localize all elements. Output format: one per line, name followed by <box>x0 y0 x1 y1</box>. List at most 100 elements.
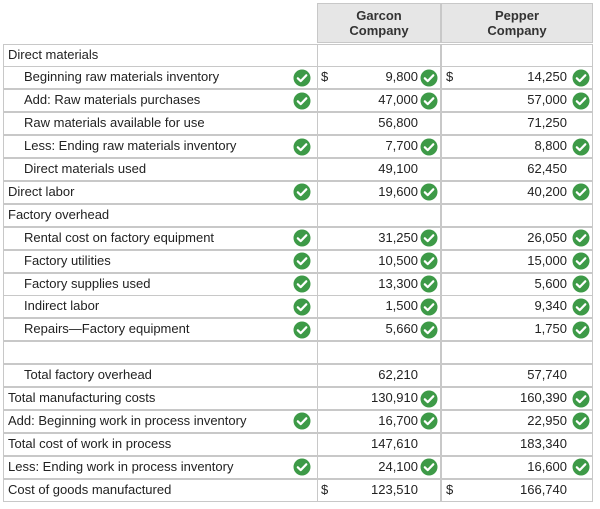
check-icon <box>420 412 438 430</box>
row-label: Add: Raw materials purchases <box>24 92 201 108</box>
amount: 123,510 <box>371 481 418 497</box>
check-icon <box>293 298 311 316</box>
amount-cell <box>317 272 441 296</box>
row-label: Indirect labor <box>24 298 100 314</box>
amount: 56,800 <box>378 115 418 131</box>
amount-cell <box>441 478 593 502</box>
amount: 7,700 <box>385 138 418 154</box>
check-icon <box>572 298 590 316</box>
amount: 8,800 <box>534 138 567 154</box>
check-icon <box>420 275 438 293</box>
amount-cell <box>441 203 593 227</box>
check-icon <box>572 92 590 110</box>
check-icon <box>572 138 590 156</box>
check-icon <box>293 458 311 476</box>
amount-cell <box>441 409 593 433</box>
amount-cell <box>317 203 441 227</box>
check-icon <box>420 298 438 316</box>
amount-cell <box>441 387 593 410</box>
row-label: Cost of goods manufactured <box>8 481 172 497</box>
row-label: Add: Beginning work in process inventory <box>8 412 247 428</box>
amount-cell <box>317 455 441 479</box>
amount: 26,050 <box>527 229 567 245</box>
amount-cell <box>441 364 593 388</box>
check-icon <box>293 252 311 270</box>
amount: 1,500 <box>385 298 418 314</box>
check-icon <box>420 92 438 110</box>
row-label: Total factory overhead <box>24 367 152 383</box>
currency-sign: $ <box>446 69 454 85</box>
amount: 166,740 <box>520 481 567 497</box>
check-icon <box>293 412 311 430</box>
row-label: Direct materials used <box>24 161 147 176</box>
check-icon <box>572 458 590 476</box>
amount-cell <box>441 43 593 67</box>
amount-cell <box>317 432 441 456</box>
amount-cell <box>441 226 593 250</box>
amount: 5,660 <box>385 321 418 337</box>
amount-cell <box>317 135 441 159</box>
amount: 160,390 <box>520 390 567 405</box>
check-icon <box>572 390 590 408</box>
check-icon <box>420 458 438 476</box>
check-icon <box>293 275 311 293</box>
amount: 16,600 <box>527 458 567 474</box>
check-icon <box>572 412 590 430</box>
amount: 40,200 <box>527 183 567 199</box>
check-icon <box>420 183 438 201</box>
amount-cell <box>441 272 593 296</box>
amount: 10,500 <box>378 252 418 268</box>
amount: 130,910 <box>371 390 418 405</box>
check-icon <box>293 92 311 110</box>
amount: 147,610 <box>371 435 418 451</box>
amount: 19,600 <box>378 183 418 199</box>
amount-cell <box>317 318 441 342</box>
amount: 9,340 <box>534 298 567 314</box>
blank-cell <box>317 341 441 365</box>
check-icon <box>572 183 590 201</box>
check-icon <box>572 229 590 247</box>
amount-cell <box>441 249 593 273</box>
check-icon <box>420 138 438 156</box>
row-label: Total cost of work in process <box>8 435 172 451</box>
blank-cell <box>441 341 593 365</box>
amount: 14,250 <box>527 69 567 85</box>
check-icon <box>293 229 311 247</box>
amount-cell <box>317 409 441 433</box>
amount: 57,000 <box>527 92 567 108</box>
check-icon <box>293 138 311 156</box>
amount: 71,250 <box>527 115 567 131</box>
row-label: Factory overhead <box>8 206 110 222</box>
check-icon <box>293 183 311 201</box>
amount: 13,300 <box>378 275 418 291</box>
amount-cell <box>441 432 593 456</box>
amount-cell <box>441 295 593 319</box>
amount: 1,750 <box>534 321 567 337</box>
amount-cell <box>317 295 441 319</box>
amount: 183,340 <box>520 435 567 451</box>
row-label: Raw materials available for use <box>24 115 205 131</box>
row-label: Less: Ending raw materials inventory <box>24 138 237 154</box>
amount-cell <box>441 318 593 342</box>
amount-cell <box>441 66 593 90</box>
amount-cell <box>317 89 441 113</box>
check-icon <box>420 252 438 270</box>
amount-cell <box>441 112 593 136</box>
amount-cell <box>317 43 441 67</box>
row-label: Less: Ending work in process inventory <box>8 458 234 474</box>
amount-cell <box>441 89 593 113</box>
amount-cell <box>317 364 441 388</box>
row-label: Rental cost on factory equipment <box>24 229 215 245</box>
check-icon <box>420 321 438 339</box>
amount: 22,950 <box>527 412 567 428</box>
row-label: Repairs—Factory equipment <box>24 321 190 337</box>
check-icon <box>420 390 438 408</box>
amount-cell <box>317 478 441 502</box>
amount-cell <box>441 455 593 479</box>
amount-cell <box>317 66 441 90</box>
check-icon <box>572 275 590 293</box>
amount-cell <box>317 249 441 273</box>
amount-cell <box>317 180 441 204</box>
row-label: Direct materials <box>8 46 99 62</box>
